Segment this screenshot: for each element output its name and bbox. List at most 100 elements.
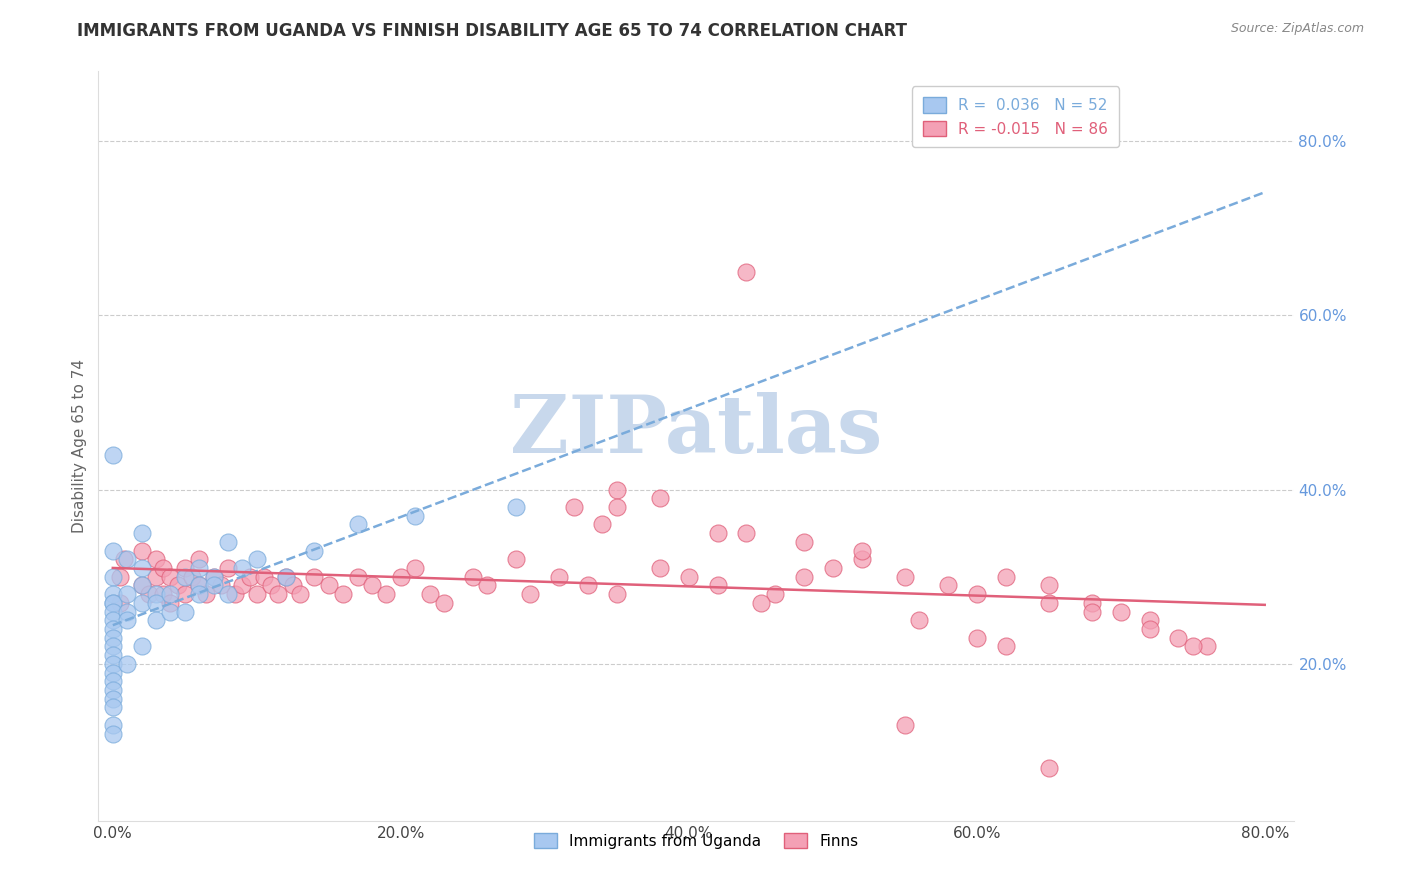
Point <box>101 718 124 732</box>
Point <box>131 640 153 654</box>
Point <box>893 570 915 584</box>
Point <box>346 517 368 532</box>
Point <box>246 587 269 601</box>
Point <box>1197 640 1219 654</box>
Point <box>576 578 599 592</box>
Point <box>115 605 138 619</box>
Point <box>159 570 181 584</box>
Point <box>131 596 153 610</box>
Point <box>101 674 124 689</box>
Point <box>173 605 195 619</box>
Point <box>519 587 541 601</box>
Point <box>188 552 211 566</box>
Point <box>188 587 211 601</box>
Point <box>217 534 239 549</box>
Point <box>101 682 124 697</box>
Text: ZIPatlas: ZIPatlas <box>510 392 882 470</box>
Point <box>101 570 124 584</box>
Point <box>793 534 815 549</box>
Point <box>648 491 671 506</box>
Point <box>763 587 786 601</box>
Text: Source: ZipAtlas.com: Source: ZipAtlas.com <box>1230 22 1364 36</box>
Point <box>195 587 218 601</box>
Point <box>706 526 728 541</box>
Point <box>1081 605 1104 619</box>
Point <box>131 578 153 592</box>
Point <box>404 561 426 575</box>
Point <box>188 578 211 592</box>
Point <box>159 596 181 610</box>
Point <box>548 570 571 584</box>
Point <box>224 587 246 601</box>
Point <box>202 570 225 584</box>
Point <box>1038 761 1060 775</box>
Point <box>505 552 527 566</box>
Point <box>361 578 384 592</box>
Point <box>173 561 195 575</box>
Point <box>966 631 988 645</box>
Point <box>648 561 671 575</box>
Point <box>304 543 326 558</box>
Point <box>281 578 304 592</box>
Point <box>246 552 269 566</box>
Point <box>274 570 297 584</box>
Point <box>101 596 124 610</box>
Legend: Immigrants from Uganda, Finns: Immigrants from Uganda, Finns <box>524 823 868 858</box>
Point <box>346 570 368 584</box>
Point <box>217 561 239 575</box>
Point <box>1167 631 1189 645</box>
Point <box>101 605 124 619</box>
Point <box>477 578 499 592</box>
Point <box>101 700 124 714</box>
Point <box>1139 613 1161 627</box>
Point <box>231 578 253 592</box>
Point <box>793 570 815 584</box>
Point <box>108 596 131 610</box>
Point <box>375 587 398 601</box>
Point <box>188 561 211 575</box>
Point <box>202 578 225 592</box>
Point <box>217 587 239 601</box>
Point <box>131 526 153 541</box>
Point <box>318 578 340 592</box>
Point <box>188 578 211 592</box>
Y-axis label: Disability Age 65 to 74: Disability Age 65 to 74 <box>72 359 87 533</box>
Point <box>1139 622 1161 636</box>
Point <box>101 622 124 636</box>
Point <box>389 570 412 584</box>
Point <box>1081 596 1104 610</box>
Point <box>908 613 931 627</box>
Point <box>461 570 484 584</box>
Point <box>112 552 135 566</box>
Point <box>101 543 124 558</box>
Point <box>1181 640 1204 654</box>
Point <box>288 587 311 601</box>
Point <box>101 691 124 706</box>
Point <box>505 500 527 514</box>
Point <box>101 613 124 627</box>
Point <box>332 587 354 601</box>
Point <box>606 587 628 601</box>
Point <box>108 570 131 584</box>
Point <box>209 578 232 592</box>
Point <box>115 552 138 566</box>
Point <box>101 596 124 610</box>
Point <box>173 570 195 584</box>
Point <box>101 726 124 740</box>
Point <box>404 508 426 523</box>
Point <box>1038 578 1060 592</box>
Point <box>166 578 188 592</box>
Point <box>893 718 915 732</box>
Point <box>606 483 628 497</box>
Point <box>994 570 1017 584</box>
Point <box>159 587 181 601</box>
Point <box>145 596 167 610</box>
Point <box>101 448 124 462</box>
Point <box>851 552 873 566</box>
Point <box>231 561 253 575</box>
Point <box>936 578 959 592</box>
Point <box>678 570 700 584</box>
Point <box>101 631 124 645</box>
Point <box>152 587 174 601</box>
Point <box>735 526 758 541</box>
